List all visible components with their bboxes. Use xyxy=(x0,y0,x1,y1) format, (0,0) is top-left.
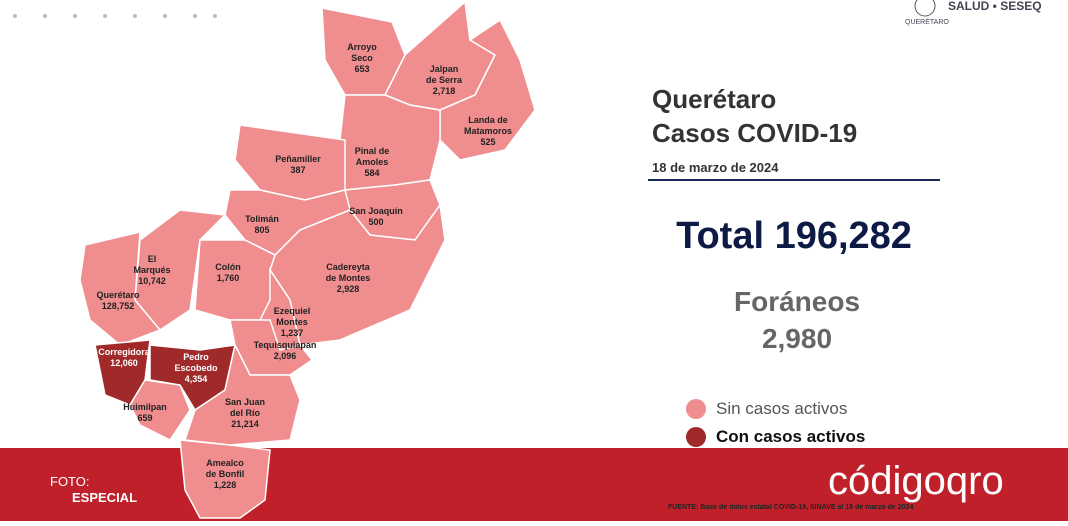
foto: FOTO: xyxy=(50,474,89,489)
municipality-name: Marqués xyxy=(133,265,170,275)
municipality-value: 387 xyxy=(290,165,305,175)
municipality-value: 584 xyxy=(364,168,379,178)
municipality-name: Jalpan xyxy=(430,64,459,74)
municipality-name: Huimilpan xyxy=(123,402,167,412)
municipality-value: 21,214 xyxy=(231,419,259,429)
municipality-name: San Juan xyxy=(225,397,265,407)
municipality-value: 2,096 xyxy=(274,351,297,361)
municipality-value: 805 xyxy=(254,225,269,235)
municipality-value: 12,060 xyxy=(110,358,138,368)
title: Querétaro xyxy=(652,84,776,114)
municipality-name: Escobedo xyxy=(174,363,218,373)
municipality-name: Ezequiel xyxy=(274,306,311,316)
municipality-name: Cadereyta xyxy=(326,262,371,272)
municipality-value: 4,354 xyxy=(185,374,208,384)
municipality xyxy=(179,439,271,519)
municipality-name: de Bonfil xyxy=(206,469,245,479)
municipality-name: de Serra xyxy=(426,75,463,85)
municipality-value: 653 xyxy=(354,64,369,74)
municipality xyxy=(439,18,536,161)
logo: códigoqro xyxy=(828,459,1004,503)
municipality-name: Montes xyxy=(276,317,308,327)
total: Total 196,282 xyxy=(676,215,912,257)
municipality-value: 1,760 xyxy=(217,273,240,283)
municipality-value: 2,718 xyxy=(433,86,456,96)
municipality-value: 2,928 xyxy=(337,284,360,294)
municipality-name: Corregidora xyxy=(98,347,151,357)
municipality-name: San Joaquín xyxy=(349,206,403,216)
legend-swatch xyxy=(686,427,706,447)
municipality-name: de Montes xyxy=(326,273,371,283)
legend-label: Sin casos activos xyxy=(716,399,847,418)
municipality-value: 128,752 xyxy=(102,301,135,311)
municipality-name: del Río xyxy=(230,408,261,418)
foraneos-value: 2,980 xyxy=(762,323,832,354)
municipality-name: Arroyo xyxy=(347,42,377,52)
date: 18 de marzo de 2024 xyxy=(652,160,779,175)
municipality-name: El xyxy=(148,254,157,264)
municipality-value: 500 xyxy=(368,217,383,227)
municipality-value: 1,228 xyxy=(214,480,237,490)
municipality-name: Amealco xyxy=(206,458,244,468)
municipality xyxy=(79,231,162,346)
municipality-name: Amoles xyxy=(356,157,389,167)
source: FUENTE: Base de datos estatal COVID-19, … xyxy=(668,504,913,511)
municipality-value: 659 xyxy=(137,413,152,423)
municipality-value: 1,237 xyxy=(281,328,304,338)
municipality-name: Seco xyxy=(351,53,373,63)
municipality xyxy=(129,379,191,441)
municipality-name: Tolimán xyxy=(245,214,279,224)
legend-swatch xyxy=(686,399,706,419)
brand-sub: QUERÉTARO xyxy=(905,17,949,26)
dots xyxy=(13,14,217,18)
municipality-name: Matamoros xyxy=(464,126,512,136)
foraneos-label: Foráneos xyxy=(734,286,860,317)
municipality-name: Peñamiller xyxy=(275,154,321,164)
municipality-name: Querétaro xyxy=(96,290,140,300)
municipality xyxy=(339,94,441,191)
municipality-name: Tequisquiapan xyxy=(254,340,317,350)
banner xyxy=(0,448,1068,521)
seal xyxy=(914,0,936,17)
legend-label: Con casos activos xyxy=(716,427,865,446)
subtitle: Casos COVID-19 xyxy=(652,118,857,148)
municipality-name: Pinal de xyxy=(355,146,390,156)
municipality-value: 10,742 xyxy=(138,276,166,286)
municipality-value: 525 xyxy=(480,137,495,147)
brand: SALUD • SESEQ xyxy=(948,0,1042,13)
municipality-name: Colón xyxy=(215,262,241,272)
municipality-name: Landa de xyxy=(468,115,508,125)
legend: Sin casos activos Con casos activos xyxy=(686,399,865,447)
municipality-name: Pedro xyxy=(183,352,209,362)
credit: ESPECIAL xyxy=(72,490,137,505)
